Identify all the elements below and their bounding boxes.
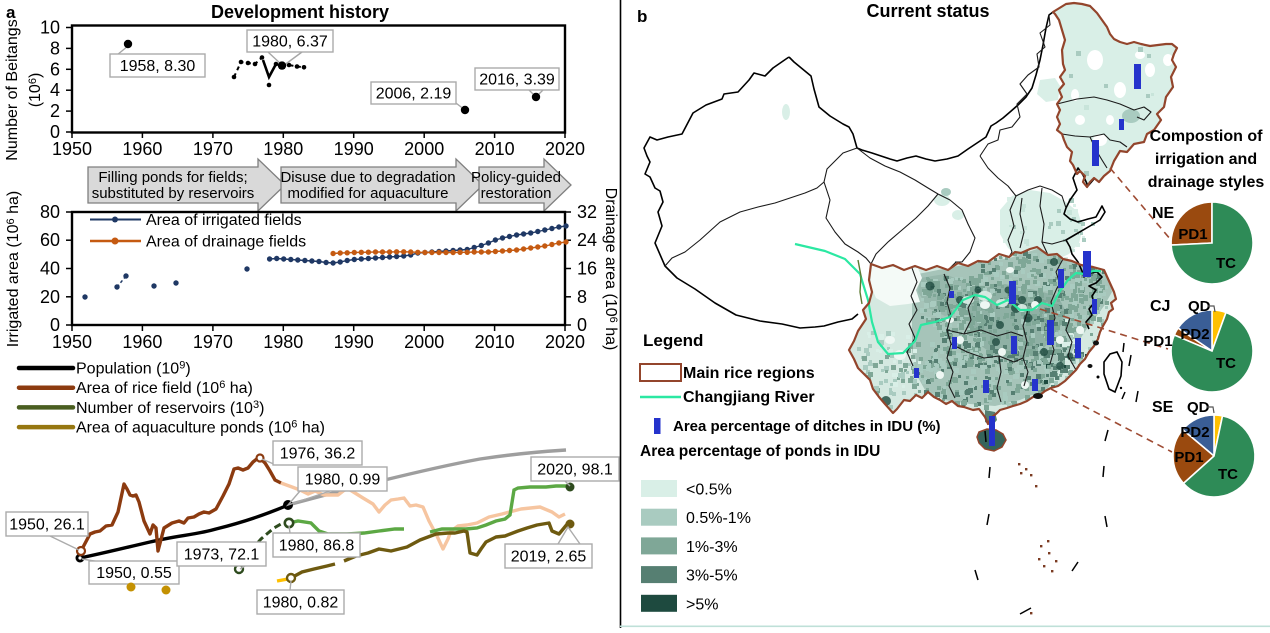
svg-text:40: 40 xyxy=(40,259,60,279)
svg-text:irrigation and: irrigation and xyxy=(1155,151,1257,168)
svg-text:1980, 0.82: 1980, 0.82 xyxy=(263,595,339,612)
svg-text:1980, 6.37: 1980, 6.37 xyxy=(252,34,328,51)
svg-text:2020: 2020 xyxy=(545,332,585,352)
svg-text:2010: 2010 xyxy=(475,332,515,352)
svg-text:1980, 0.99: 1980, 0.99 xyxy=(305,472,381,489)
svg-text:0.5%-1%: 0.5%-1% xyxy=(686,510,751,527)
svg-text:modified for aquaculture: modified for aquaculture xyxy=(288,185,449,202)
svg-text:TC: TC xyxy=(1216,355,1236,372)
svg-text:1960: 1960 xyxy=(122,332,162,352)
svg-text:1973, 72.1: 1973, 72.1 xyxy=(184,547,260,564)
svg-text:Area percentage of ditches in: Area percentage of ditches in IDU (%) xyxy=(673,418,941,435)
svg-text:1970: 1970 xyxy=(193,332,233,352)
svg-text:60: 60 xyxy=(40,230,60,250)
svg-text:(106): (106) xyxy=(27,73,44,108)
svg-text:2020, 98.1: 2020, 98.1 xyxy=(537,462,613,479)
svg-text:a: a xyxy=(6,3,16,22)
svg-text:0: 0 xyxy=(50,122,60,142)
svg-text:Area of irrigated fields: Area of irrigated fields xyxy=(146,212,302,229)
svg-text:CJ: CJ xyxy=(1150,298,1170,315)
svg-text:Area of aquaculture ponds (106: Area of aquaculture ponds (106 ha) xyxy=(76,419,325,437)
svg-text:16: 16 xyxy=(577,259,597,279)
svg-text:2010: 2010 xyxy=(475,139,515,159)
svg-text:NE: NE xyxy=(1152,205,1175,222)
svg-text:6: 6 xyxy=(50,59,60,79)
svg-text:3%-5%: 3%-5% xyxy=(686,568,738,585)
svg-text:Compostion of: Compostion of xyxy=(1150,128,1264,145)
svg-text:PD2: PD2 xyxy=(1180,424,1209,441)
svg-text:2: 2 xyxy=(50,101,60,121)
svg-text:1950, 0.55: 1950, 0.55 xyxy=(96,565,172,582)
svg-text:QD: QD xyxy=(1187,399,1210,416)
svg-text:8: 8 xyxy=(577,287,587,307)
svg-text:drainage styles: drainage styles xyxy=(1148,174,1265,191)
svg-text:1950, 26.1: 1950, 26.1 xyxy=(9,517,85,534)
svg-text:2000: 2000 xyxy=(404,332,444,352)
svg-text:8: 8 xyxy=(50,38,60,58)
svg-text:80: 80 xyxy=(40,202,60,222)
svg-text:Irrigated area (106 ha): Irrigated area (106 ha) xyxy=(5,191,22,347)
svg-text:1990: 1990 xyxy=(334,139,374,159)
svg-text:>5%: >5% xyxy=(686,596,718,613)
svg-text:1970: 1970 xyxy=(193,139,233,159)
svg-text:Changjiang River: Changjiang River xyxy=(683,389,815,406)
svg-text:1976, 36.2: 1976, 36.2 xyxy=(280,446,356,463)
svg-text:1958, 8.30: 1958, 8.30 xyxy=(120,58,196,75)
svg-text:Legend: Legend xyxy=(643,331,703,350)
svg-text:<0.5%: <0.5% xyxy=(686,482,732,499)
svg-text:1960: 1960 xyxy=(122,139,162,159)
svg-text:TC: TC xyxy=(1216,255,1236,272)
svg-text:b: b xyxy=(637,7,647,26)
svg-text:2006, 2.19: 2006, 2.19 xyxy=(376,86,452,103)
svg-text:Disuse due to degradation: Disuse due to degradation xyxy=(280,169,455,186)
svg-text:Policy-guided: Policy-guided xyxy=(471,169,561,186)
svg-text:1950: 1950 xyxy=(52,332,92,352)
svg-text:Number of reservoirs (103): Number of reservoirs (103) xyxy=(76,399,264,417)
svg-text:Area of drainage fields: Area of drainage fields xyxy=(146,234,306,251)
svg-text:2000: 2000 xyxy=(404,139,444,159)
svg-text:1980, 86.8: 1980, 86.8 xyxy=(279,538,355,555)
svg-text:substituted by reservoirs: substituted by reservoirs xyxy=(92,185,255,202)
svg-text:1990: 1990 xyxy=(334,332,374,352)
svg-text:10: 10 xyxy=(40,18,60,38)
svg-text:32: 32 xyxy=(577,202,597,222)
svg-text:24: 24 xyxy=(577,230,597,250)
svg-text:4: 4 xyxy=(50,80,60,100)
svg-text:2016, 3.39: 2016, 3.39 xyxy=(479,72,555,89)
svg-text:PD2: PD2 xyxy=(1180,326,1209,343)
svg-text:Current status: Current status xyxy=(866,1,989,21)
svg-text:Population (109): Population (109) xyxy=(76,360,191,378)
svg-text:1950: 1950 xyxy=(52,139,92,159)
svg-text:Area percentage of ponds in ID: Area percentage of ponds in IDU xyxy=(640,443,880,460)
svg-text:Drainage area (106 ha): Drainage area (106 ha) xyxy=(602,188,619,351)
svg-text:20: 20 xyxy=(40,287,60,307)
svg-text:Number of Beitangs: Number of Beitangs xyxy=(4,19,21,160)
svg-text:1980: 1980 xyxy=(263,139,303,159)
svg-text:SE: SE xyxy=(1152,399,1174,416)
svg-text:PD1: PD1 xyxy=(1174,449,1203,466)
svg-text:0: 0 xyxy=(577,315,587,335)
svg-text:TC: TC xyxy=(1218,466,1238,483)
svg-text:Area of rice field (106 ha): Area of rice field (106 ha) xyxy=(76,379,253,397)
svg-text:2020: 2020 xyxy=(545,139,585,159)
svg-text:Filling ponds for fields;: Filling ponds for fields; xyxy=(98,169,247,186)
svg-text:PD1: PD1 xyxy=(1178,226,1207,243)
svg-text:1%-3%: 1%-3% xyxy=(686,539,738,556)
svg-text:PD1: PD1 xyxy=(1143,333,1172,350)
svg-text:1980: 1980 xyxy=(263,332,303,352)
svg-text:Development history: Development history xyxy=(211,2,389,22)
svg-text:2019, 2.65: 2019, 2.65 xyxy=(511,549,587,566)
svg-text:Main rice regions: Main rice regions xyxy=(683,365,815,382)
svg-text:0: 0 xyxy=(50,315,60,335)
svg-text:restoration: restoration xyxy=(481,185,552,202)
svg-text:QD: QD xyxy=(1188,298,1211,315)
